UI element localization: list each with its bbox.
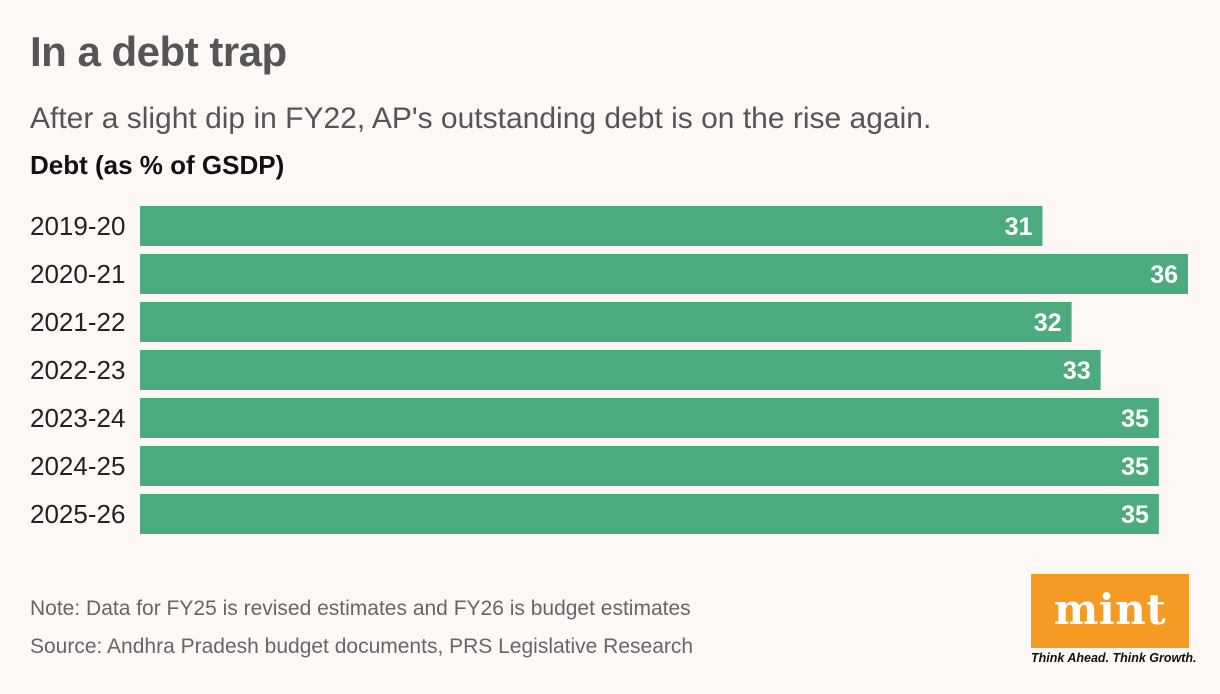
bar-value-label: 35: [1121, 405, 1149, 433]
category-label: 2025-26: [30, 499, 125, 529]
bar: [140, 254, 1188, 294]
category-label: 2020-21: [30, 259, 125, 289]
bar-value-label: 32: [1034, 309, 1062, 337]
logo-wordmark: mint: [1053, 584, 1167, 634]
bar: [140, 398, 1159, 438]
bar: [140, 206, 1043, 246]
category-label: 2021-22: [30, 307, 125, 337]
bar-value-label: 35: [1121, 501, 1149, 529]
chart-title: In a debt trap: [30, 28, 287, 75]
footnote: Note: Data for FY25 is revised estimates…: [30, 597, 691, 620]
bar: [140, 302, 1072, 342]
category-label: 2019-20: [30, 211, 125, 241]
logo-tagline: Think Ahead. Think Growth.: [1031, 651, 1197, 665]
bar-value-label: 36: [1150, 261, 1178, 289]
category-label: 2024-25: [30, 451, 125, 481]
bar: [140, 494, 1159, 534]
bar: [140, 350, 1101, 390]
category-label: 2022-23: [30, 355, 125, 385]
bar-value-label: 35: [1121, 453, 1149, 481]
bar: [140, 446, 1159, 486]
category-label: 2023-24: [30, 403, 125, 433]
bar-value-label: 33: [1063, 357, 1091, 385]
mint-logo: mint: [1031, 574, 1189, 648]
bar-chart: 2019-20 31 2020-21 36 2021-22 32 2022-23 33 2023…: [30, 206, 1188, 534]
bar-value-label: 31: [1005, 213, 1033, 241]
source-note: Source: Andhra Pradesh budget documents,…: [30, 635, 694, 658]
axis-title: Debt (as % of GSDP): [30, 150, 285, 180]
chart-subtitle: After a slight dip in FY22, AP's outstan…: [30, 102, 932, 135]
